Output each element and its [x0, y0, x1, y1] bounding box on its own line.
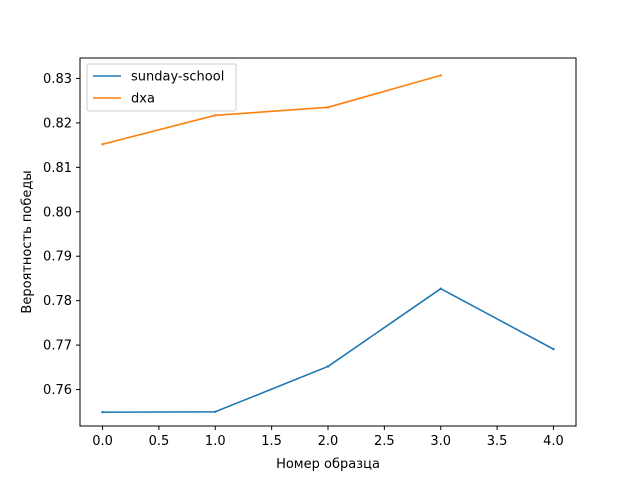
y-tick-label: 0.82	[43, 116, 72, 131]
y-tick-label: 0.77	[43, 339, 72, 354]
legend-box	[86, 63, 237, 112]
x-tick-label: 1.5	[261, 434, 282, 449]
data-point	[552, 347, 555, 351]
x-tick-label: 3.5	[487, 434, 508, 449]
data-point	[101, 143, 104, 146]
y-tick-label: 0.81	[43, 161, 72, 176]
x-tick-label: 4.0	[543, 434, 564, 449]
series-group	[101, 74, 555, 414]
data-point	[439, 287, 442, 290]
x-tick-label: 1.0	[205, 434, 226, 449]
x-tick-label: 0.0	[92, 434, 113, 449]
data-point	[439, 74, 442, 77]
data-point	[214, 410, 217, 413]
x-tick-label: 2.5	[374, 434, 395, 449]
legend-label: dxa	[131, 92, 155, 107]
x-tick-label: 2.0	[318, 434, 339, 449]
y-axis-ticks: 0.76 0.77 0.78 0.79 0.80 0.81 0.82 0.83	[43, 72, 80, 398]
y-axis-label: Вероятность победы	[20, 170, 35, 313]
x-axis-label: Номер образца	[276, 457, 380, 472]
data-point	[101, 411, 104, 414]
y-tick-label: 0.78	[43, 294, 72, 309]
y-tick-label: 0.80	[43, 205, 72, 220]
data-point	[214, 114, 217, 117]
y-tick-label: 0.76	[43, 383, 72, 398]
data-point	[326, 365, 330, 368]
x-tick-label: 0.5	[149, 434, 170, 449]
x-axis-ticks: 0.0 0.5 1.0 1.5 2.0 2.5 3.0 3.5 4.0	[92, 426, 564, 449]
y-tick-label: 0.83	[43, 72, 72, 87]
series-line-dxa	[101, 74, 442, 146]
y-tick-label: 0.79	[43, 250, 72, 265]
data-point	[326, 106, 330, 109]
legend-label: sunday-school	[131, 70, 224, 85]
x-tick-label: 3.0	[430, 434, 451, 449]
legend: sunday-school dxa	[86, 63, 237, 112]
